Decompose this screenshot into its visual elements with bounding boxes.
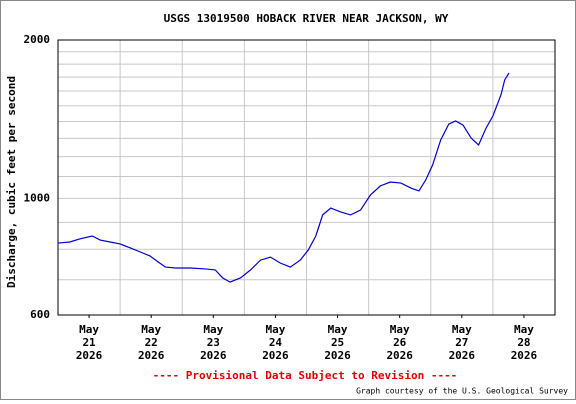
x-tick-label: May 28 2026	[511, 323, 538, 362]
credit: Graph courtesy of the U.S. Geological Su…	[356, 387, 568, 396]
x-tick-label: May 26 2026	[386, 323, 413, 362]
chart-title: USGS 13019500 HOBACK RIVER NEAR JACKSON,…	[164, 12, 449, 25]
plot-border	[57, 39, 556, 316]
y-tick-label: 1000	[24, 191, 51, 204]
x-tick-label: May 24 2026	[262, 323, 289, 362]
data-line	[57, 72, 510, 283]
x-tick-label: May 25 2026	[324, 323, 351, 362]
y-tick-label: 2000	[24, 33, 51, 46]
x-tick-label: May 23 2026	[200, 323, 227, 362]
x-tick-label: May 27 2026	[449, 323, 476, 362]
y-axis-label: Discharge, cubic feet per second	[5, 76, 18, 288]
x-tick-label: May 21 2026	[76, 323, 103, 362]
y-tick-label: 600	[30, 308, 50, 321]
provisional-note: ---- Provisional Data Subject to Revisio…	[153, 369, 458, 382]
x-tick-label: May 22 2026	[138, 323, 165, 362]
